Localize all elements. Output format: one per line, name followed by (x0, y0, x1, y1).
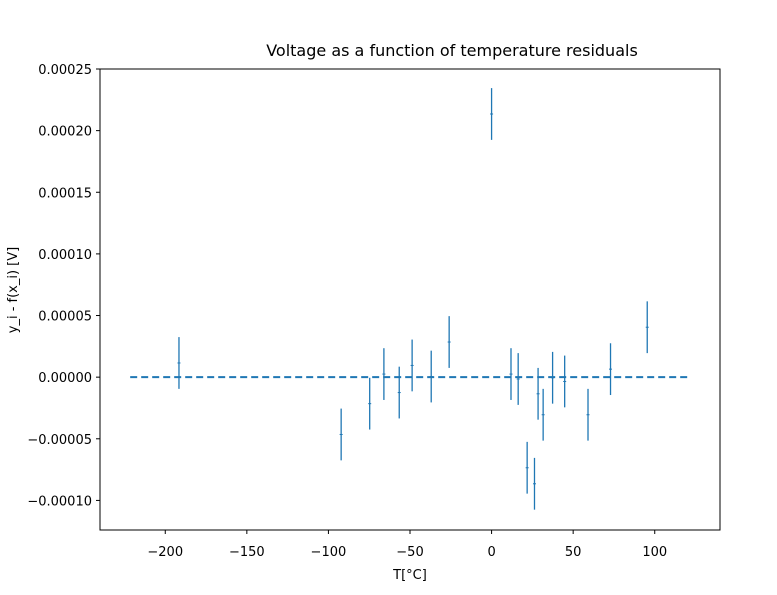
data-point (397, 366, 401, 419)
data-point (536, 367, 540, 420)
data-point (429, 350, 433, 403)
x-tick-label: −100 (311, 545, 347, 560)
y-tick-label: −0.00010 (27, 494, 92, 509)
x-axis: −200 −150 −100 −50 0 50 100 (147, 530, 667, 560)
x-tick-label: 0 (487, 545, 495, 560)
data-point (447, 316, 451, 368)
data-point (586, 388, 590, 441)
data-point (551, 351, 555, 404)
data-point (645, 301, 649, 354)
data-point (563, 355, 567, 408)
data-point (525, 441, 529, 494)
y-axis-label: y_i - f(x_i) [V] (6, 247, 21, 333)
x-axis-label: T[°C] (392, 568, 427, 583)
plot-frame (99, 68, 721, 531)
y-tick-label: 0.00020 (38, 125, 92, 140)
x-tick-label: 50 (565, 545, 582, 560)
y-axis: −0.00010 −0.00005 0.00000 0.00005 0.00010 0.0… (27, 63, 100, 509)
y-tick-label: 0.00000 (38, 371, 92, 386)
data-point (541, 388, 545, 441)
plot-area (130, 88, 691, 510)
data-point (177, 337, 181, 389)
y-tick-label: 0.00010 (38, 248, 92, 263)
y-tick-label: −0.00005 (27, 433, 92, 448)
data-point (339, 408, 343, 461)
data-point (382, 348, 386, 400)
data-point (490, 88, 494, 140)
data-point (410, 339, 414, 392)
y-tick-label: 0.00005 (38, 310, 92, 325)
chart-title: Voltage as a function of temperature res… (266, 41, 638, 60)
x-tick-label: −150 (229, 545, 265, 560)
y-tick-label: 0.00015 (38, 186, 92, 201)
data-point (368, 377, 372, 430)
y-tick-label: 0.00025 (38, 63, 92, 78)
x-tick-label: −200 (147, 545, 183, 560)
x-tick-label: 100 (642, 545, 667, 560)
data-point (532, 457, 536, 510)
data-point (609, 343, 613, 396)
data-point (509, 348, 513, 400)
data-point (516, 353, 520, 405)
x-tick-label: −50 (396, 545, 423, 560)
